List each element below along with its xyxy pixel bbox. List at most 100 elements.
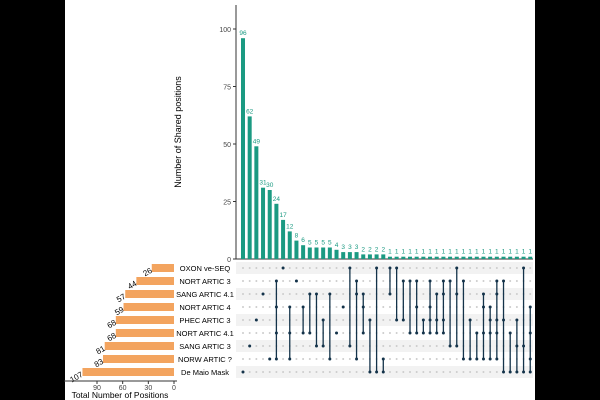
matrix-dot — [495, 331, 499, 335]
matrix-dot — [448, 279, 452, 283]
matrix-empty-dot — [409, 371, 411, 373]
matrix-empty-dot — [409, 345, 411, 347]
set-label: NORT ARTIC 4.1 — [176, 329, 234, 338]
matrix-empty-dot — [435, 371, 438, 373]
matrix-dot — [314, 292, 318, 296]
matrix-empty-dot — [509, 267, 512, 269]
matrix-dot — [488, 318, 492, 322]
matrix-empty-dot — [429, 371, 432, 373]
matrix-empty-dot — [475, 293, 478, 295]
matrix-empty-dot — [422, 280, 425, 282]
matrix-dot — [301, 305, 305, 309]
bar-value-label: 1 — [508, 249, 512, 256]
matrix-dot — [522, 344, 526, 348]
matrix-empty-dot — [308, 267, 311, 269]
intersection-bar — [254, 146, 259, 259]
matrix-dot — [341, 305, 345, 309]
matrix-empty-dot — [242, 306, 244, 308]
intersection-bar — [414, 256, 419, 259]
matrix-row-stripe — [236, 288, 533, 300]
matrix-empty-dot — [402, 358, 405, 360]
matrix-dot — [528, 370, 532, 374]
matrix-empty-dot — [515, 293, 518, 295]
matrix-empty-dot — [255, 358, 258, 360]
matrix-empty-dot — [295, 306, 298, 308]
matrix-empty-dot — [262, 280, 265, 282]
matrix-empty-dot — [502, 267, 505, 269]
matrix-empty-dot — [402, 371, 405, 373]
matrix-dot — [522, 370, 526, 374]
bar-value-label: 31 — [259, 180, 267, 187]
matrix-empty-dot — [282, 332, 285, 334]
matrix-empty-dot — [422, 293, 425, 295]
matrix-empty-dot — [435, 345, 438, 347]
matrix-dot — [488, 331, 492, 335]
intersection-bar — [327, 247, 332, 259]
matrix-empty-dot — [442, 358, 445, 360]
matrix-empty-dot — [449, 371, 452, 373]
matrix-dot — [415, 305, 419, 309]
matrix-empty-dot — [295, 319, 298, 321]
bar-value-label: 1 — [422, 249, 426, 256]
matrix-empty-dot — [335, 293, 338, 295]
bar-value-label: 1 — [522, 249, 526, 256]
matrix-empty-dot — [462, 267, 465, 269]
matrix-dot — [274, 357, 278, 361]
matrix-empty-dot — [295, 371, 298, 373]
matrix-dot — [335, 331, 339, 335]
matrix-empty-dot — [315, 358, 318, 360]
intersection-bar — [501, 256, 506, 259]
matrix-dot — [348, 344, 352, 348]
bar-value-label: 5 — [315, 240, 319, 247]
bar-value-label: 1 — [475, 249, 479, 256]
matrix-empty-dot — [475, 371, 478, 373]
intersection-bar — [481, 256, 486, 259]
matrix-empty-dot — [482, 267, 485, 269]
matrix-empty-dot — [449, 267, 452, 269]
matrix-dot — [461, 279, 465, 283]
matrix-empty-dot — [262, 358, 265, 360]
matrix-dot — [308, 331, 312, 335]
matrix-dot — [481, 292, 485, 296]
matrix-empty-dot — [422, 358, 425, 360]
matrix-empty-dot — [288, 293, 291, 295]
matrix-empty-dot — [302, 293, 305, 295]
matrix-dot — [421, 318, 425, 322]
matrix-empty-dot — [248, 371, 251, 373]
matrix-dot — [455, 344, 459, 348]
matrix-empty-dot — [242, 345, 244, 347]
matrix-empty-dot — [335, 371, 338, 373]
bar-value-label: 1 — [488, 249, 492, 256]
matrix-empty-dot — [442, 267, 445, 269]
matrix-dot — [408, 279, 412, 283]
matrix-empty-dot — [302, 358, 305, 360]
matrix-empty-dot — [255, 345, 258, 347]
matrix-empty-dot — [368, 280, 371, 282]
matrix-dot — [355, 292, 359, 296]
matrix-empty-dot — [382, 319, 385, 321]
matrix-empty-dot — [262, 345, 265, 347]
matrix-empty-dot — [255, 332, 258, 334]
matrix-empty-dot — [388, 306, 391, 308]
matrix-dot — [375, 266, 379, 270]
matrix-empty-dot — [335, 280, 338, 282]
bar-value-label: 1 — [428, 249, 432, 256]
bar-value-label: 5 — [321, 240, 325, 247]
y-tick-label: 0 — [227, 257, 231, 264]
set-axis-tick-label: 60 — [119, 385, 127, 392]
bar-value-label: 24 — [273, 196, 281, 203]
matrix-empty-dot — [335, 345, 338, 347]
matrix-empty-dot — [275, 267, 278, 269]
bar-value-label: 1 — [495, 249, 499, 256]
intersection-bar — [381, 254, 386, 259]
matrix-empty-dot — [248, 267, 251, 269]
intersection-bar — [354, 252, 359, 259]
intersection-bar — [287, 231, 292, 259]
matrix-empty-dot — [462, 371, 465, 373]
matrix-dot — [314, 344, 318, 348]
matrix-dot — [481, 357, 485, 361]
matrix-empty-dot — [489, 371, 492, 373]
matrix-empty-dot — [368, 267, 371, 269]
matrix-empty-dot — [469, 280, 472, 282]
y-tick-label: 100 — [219, 27, 231, 34]
